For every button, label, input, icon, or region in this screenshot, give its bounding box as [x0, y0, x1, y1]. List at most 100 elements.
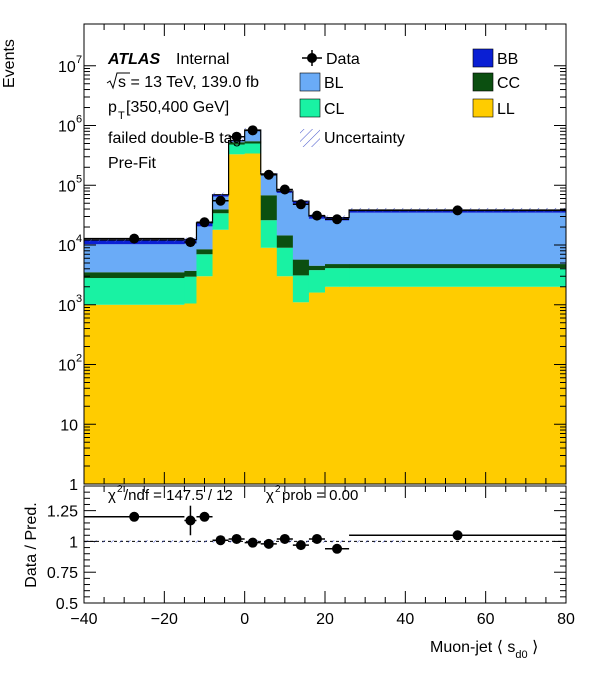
x-axis-label: Muon-jet ⟨ sd0 ⟩ — [430, 639, 538, 661]
bar-cl-6 — [261, 220, 277, 248]
ratio-y-axis-label: Data / Pred. — [23, 502, 40, 587]
y-tick-label-6: 10 — [58, 119, 76, 136]
tag-label: failed double-B tag — [108, 130, 241, 147]
ratio-y-tick-label-3: 1.25 — [47, 504, 78, 521]
ratio-point-7 — [280, 534, 290, 544]
y-tick-exponent-3: 3 — [76, 293, 82, 305]
x-tick-label-1: −20 — [151, 611, 178, 628]
bar-ll-7 — [277, 276, 293, 484]
legend-data-label: Data — [326, 51, 360, 68]
bar-bl-11 — [349, 213, 566, 264]
bar-cc-10 — [325, 264, 350, 268]
pt-subscript: T — [118, 110, 125, 122]
x-tick-label-6: 80 — [557, 611, 575, 628]
ratio-point-1 — [185, 515, 195, 525]
bar-cc-2 — [196, 249, 212, 254]
x-tick-label-3: 20 — [316, 611, 334, 628]
legend-bl-label: BL — [324, 75, 344, 92]
atlas-label: ATLAS — [107, 51, 160, 68]
legend-uncertainty-label: Uncertainty — [324, 130, 405, 147]
data-point-1 — [185, 237, 195, 247]
data-point-11 — [453, 205, 463, 215]
bar-cc-5 — [245, 141, 261, 143]
bar-ll-10 — [325, 287, 350, 484]
ratio-point-9 — [312, 534, 322, 544]
bar-cl-1 — [184, 277, 196, 304]
bar-bl-9 — [309, 219, 325, 266]
ratio-point-8 — [296, 540, 306, 550]
legend-cc-swatch — [473, 73, 493, 91]
bar-ll-1 — [184, 303, 196, 484]
y-tick-label-1: 10 — [60, 417, 78, 434]
ratio-panel — [84, 506, 566, 554]
pt-range-label: [350,400 GeV] — [126, 99, 229, 116]
bar-cl-11 — [349, 268, 566, 287]
bar-bl-8 — [293, 203, 309, 259]
bar-bl-2 — [196, 226, 212, 249]
data-point-10 — [332, 214, 342, 224]
legend-bl-swatch — [300, 73, 320, 91]
bar-cl-10 — [325, 268, 350, 287]
ratio-point-0 — [129, 512, 139, 522]
data-point-6 — [264, 170, 274, 180]
x-axis-label-subscript: d0 — [515, 649, 527, 661]
chi2-symbol: χ — [108, 487, 116, 504]
legend-cc-label: CC — [497, 75, 520, 92]
pt-label: p — [108, 99, 117, 116]
x-tick-label-0: −40 — [70, 611, 97, 628]
bar-cl-8 — [293, 275, 309, 302]
stacked-histogram — [84, 128, 566, 484]
y-tick-exponent-2: 2 — [76, 353, 82, 365]
chi2prob-symbol: χ — [266, 487, 274, 504]
bar-cc-0 — [84, 272, 185, 278]
bar-cc-7 — [277, 235, 293, 247]
data-point-0 — [129, 234, 139, 244]
x-tick-label-4: 40 — [396, 611, 414, 628]
data-point-3 — [216, 196, 226, 206]
x-tick-label-5: 60 — [477, 611, 495, 628]
bar-cc-8 — [293, 260, 309, 276]
ratio-point-10 — [332, 544, 342, 554]
y-tick-exponent-6: 6 — [76, 114, 82, 126]
fit-label: Pre-Fit — [108, 155, 157, 172]
ratio-point-6 — [264, 539, 274, 549]
legend: Data BB BL CC CL LL Uncertainty — [300, 49, 520, 147]
bar-ll-5 — [245, 154, 261, 484]
ratio-point-3 — [216, 535, 226, 545]
bar-ll-0 — [84, 305, 185, 484]
y-tick-exponent-7: 7 — [76, 54, 82, 66]
y-tick-exponent-4: 4 — [76, 233, 82, 245]
data-point-7 — [280, 184, 290, 194]
data-point-5 — [248, 125, 258, 135]
y-tick-exponent-5: 5 — [76, 173, 82, 185]
data-point-8 — [296, 199, 306, 209]
bar-cl-9 — [309, 270, 325, 292]
y-tick-label-5: 10 — [58, 178, 76, 195]
bar-cc-9 — [309, 266, 325, 270]
bar-ll-3 — [213, 230, 229, 484]
bar-cc-11 — [349, 264, 566, 268]
bar-ll-9 — [309, 293, 325, 484]
bar-ll-4 — [229, 154, 245, 484]
y-tick-label-2: 10 — [58, 358, 76, 375]
bar-cc-6 — [261, 195, 277, 220]
chi2-superscript: 2 — [117, 484, 123, 495]
ratio-point-5 — [248, 538, 258, 548]
bar-cl-3 — [213, 213, 229, 230]
x-axis-label-end: ⟩ — [528, 639, 539, 656]
internal-label: Internal — [176, 51, 229, 68]
y-tick-label-0: 1 — [69, 477, 78, 494]
bar-ll-11 — [349, 287, 566, 484]
ratio-point-4 — [232, 534, 242, 544]
y-tick-label-7: 10 — [58, 59, 76, 76]
ratio-point-2 — [200, 512, 210, 522]
bar-cl-0 — [84, 278, 185, 305]
legend-uncertainty-swatch — [300, 129, 320, 147]
bar-cl-2 — [196, 254, 212, 276]
data-point-2 — [200, 217, 210, 227]
legend-cl-swatch — [300, 99, 320, 117]
